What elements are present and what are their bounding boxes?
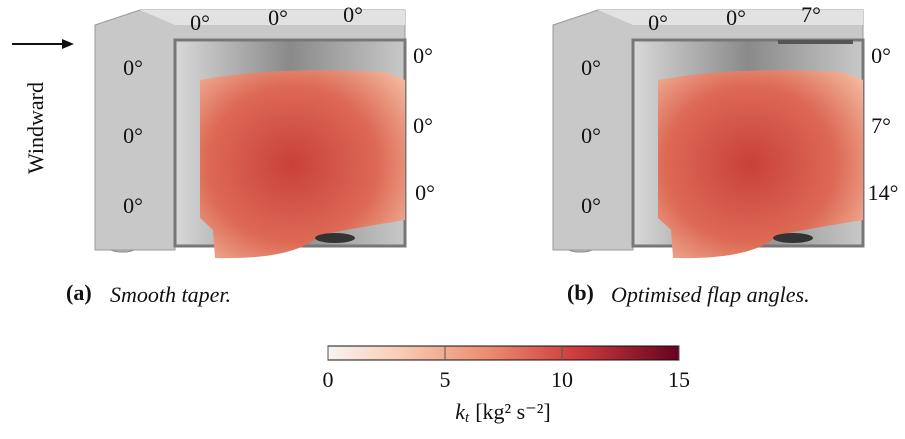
flap xyxy=(778,40,853,44)
angle-label: 0° xyxy=(871,43,891,68)
angle-label: 0° xyxy=(343,2,363,27)
angle-label: 0° xyxy=(413,43,433,68)
angle-label: 0° xyxy=(581,55,601,80)
angle-label: 0° xyxy=(648,10,668,35)
angle-label: 0° xyxy=(123,55,143,80)
angle-label: 7° xyxy=(801,2,821,27)
label-subscript: t xyxy=(465,410,470,426)
angle-label: 0° xyxy=(413,113,433,138)
angle-label: 0° xyxy=(123,123,143,148)
angle-label: 0° xyxy=(190,10,210,35)
angle-label: 0° xyxy=(581,193,601,218)
panel-caption: Optimised flap angles. xyxy=(611,282,810,307)
label-symbol: k xyxy=(455,399,466,424)
angle-label: 0° xyxy=(123,193,143,218)
colorbar-label: kt [kg² s⁻²] xyxy=(455,399,550,426)
angle-label: 7° xyxy=(871,113,891,138)
panel-tag: (b) xyxy=(567,280,594,305)
wind-arrow-head xyxy=(62,39,74,49)
panel-caption: Smooth taper. xyxy=(110,282,231,307)
angle-label: 0° xyxy=(581,123,601,148)
angle-label: 14° xyxy=(868,180,899,205)
windward-label: Windward xyxy=(23,82,48,174)
angle-label: 0° xyxy=(268,5,288,30)
colorbar xyxy=(327,345,680,361)
panel-tag: (a) xyxy=(66,280,92,305)
colorbar-tick-label: 0 xyxy=(323,367,334,392)
colorbar-tick-label: 5 xyxy=(440,367,451,392)
colorbar-tick-label: 10 xyxy=(551,367,573,392)
label-unit: [kg² s⁻²] xyxy=(475,399,551,424)
angle-label: 0° xyxy=(415,180,435,205)
angle-label: 0° xyxy=(726,5,746,30)
colorbar-tick-label: 15 xyxy=(668,367,690,392)
